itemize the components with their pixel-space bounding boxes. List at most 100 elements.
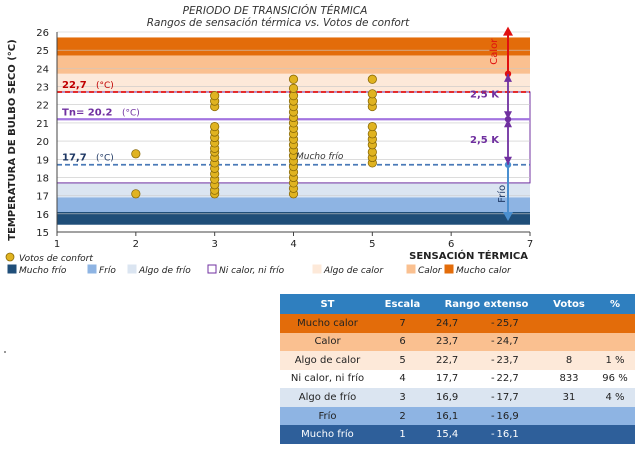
y-tick-label: 23: [36, 83, 49, 94]
ref-unit-0: (°C): [96, 81, 114, 91]
range-label-upper: 2,5 K: [470, 89, 500, 100]
cell-votos: [543, 333, 595, 352]
y-tick-label: 22: [36, 101, 49, 112]
y-tick-label: 16: [36, 210, 49, 221]
annotation-mucho-frio: Mucho frío: [296, 152, 344, 162]
x-tick-label: 5: [369, 239, 375, 250]
cell-escala: 2: [399, 410, 406, 422]
table-row: Algo de calor 5 22,7 -23,7 8 1 %: [280, 351, 635, 370]
table-row: Frío 2 16,1 -16,9: [280, 406, 635, 426]
vote-point: [367, 74, 377, 84]
range-head-up-0: [504, 73, 512, 82]
ref-unit-2: (°C): [96, 154, 114, 164]
legend: Votos de confort Mucho frío Frío Algo de fr…: [5, 252, 512, 276]
legend-swatch-4: [312, 264, 322, 274]
x-tick-label: 2: [133, 239, 139, 250]
y-axis-title: TEMPERATURA DE BULBO SECO (°C): [7, 39, 18, 240]
table-row: Mucho frío 1 15,4 -16,1: [280, 425, 635, 444]
legend-label-3: Ni calor, ni frío: [219, 266, 285, 276]
y-tick-label: 25: [36, 46, 49, 57]
cell-range-to: 17,7: [496, 392, 519, 404]
vote-point: [210, 121, 220, 132]
cell-range-dash: -: [490, 429, 495, 441]
cell-votos: 833: [559, 373, 579, 385]
legend-label-4: Algo de calor: [323, 266, 384, 276]
legend-label-2: Algo de frío: [138, 266, 191, 276]
ref-unit-1: (°C): [122, 108, 140, 118]
range-head-down-1: [504, 156, 512, 165]
cell-votos: 8: [565, 354, 573, 366]
x-tick-label: 6: [448, 239, 454, 250]
cell-range-from: 16,1: [436, 410, 459, 422]
header-rango: Rango extenso: [430, 294, 543, 314]
legend-vote-label: Votos de confort: [19, 254, 93, 264]
cell-range-to: 16,9: [496, 410, 519, 422]
calor-arrow-head: [503, 26, 513, 36]
x-tick-label: 1: [54, 239, 60, 250]
cell-pct: 1 %: [605, 354, 625, 366]
header-votos: Votos: [543, 294, 595, 314]
vote-point: [131, 189, 141, 199]
cell-range-to: 23,7: [496, 354, 519, 366]
vote-point: [210, 91, 220, 101]
y-tick-label: 19: [36, 155, 49, 166]
y-tick-label: 26: [36, 28, 49, 39]
header-escala: Escala: [375, 294, 430, 314]
cell-st: Frío: [318, 410, 337, 422]
y-tick-label: 21: [36, 119, 49, 130]
cell-st: Algo de calor: [294, 354, 361, 366]
band-6: [57, 212, 530, 225]
legend-swatch-5: [406, 264, 416, 274]
cell-votos: 31: [562, 392, 576, 404]
table-row: Calor 6 23,7 -24,7: [280, 332, 635, 352]
y-tick-label: 18: [36, 173, 49, 184]
cell-range-to: 16,1: [496, 429, 519, 441]
ref-label-0: 22,7: [62, 80, 87, 91]
cell-escala: 6: [399, 336, 406, 348]
cell-range-from: 22,7: [436, 354, 459, 366]
tn-dot: [504, 116, 512, 123]
vote-point: [288, 74, 299, 84]
band-0: [57, 37, 530, 56]
cell-pct: 4 %: [605, 392, 625, 404]
cell-range-from: 17,7: [436, 373, 459, 385]
legend-swatch-2: [127, 264, 137, 274]
band-1: [57, 55, 530, 74]
cell-st: Mucho frío: [301, 429, 354, 441]
vote-point: [288, 83, 299, 93]
chart-title: PERIODO DE TRANSICIÓN TÉRMICA: [183, 4, 368, 17]
x-tick-label: 3: [211, 239, 217, 250]
cell-escala: 1: [399, 429, 406, 441]
cell-range-dash: -: [490, 336, 495, 348]
x-axis-title: SENSACIÓN TÉRMICA: [409, 249, 528, 262]
thermal-chart: PERIODO DE TRANSICIÓN TÉRMICA Rangos de …: [5, 4, 533, 276]
table-row: Ni calor, ni frío 4 17,7 -22,7 833 96 %: [280, 369, 635, 389]
cell-escala: 7: [399, 317, 406, 329]
frio-arrow-label: Frío: [496, 185, 508, 203]
cell-pct: 96 %: [602, 373, 628, 385]
cell-range-to: 24,7: [496, 336, 519, 348]
header-pct: %: [595, 294, 635, 314]
cell-votos: [543, 314, 595, 333]
band-5: [57, 197, 530, 212]
legend-swatch-1: [87, 264, 97, 274]
cell-pct: [595, 425, 635, 444]
header-st: ST: [280, 294, 375, 314]
legend-swatch-6: [444, 264, 454, 274]
cell-range-dash: -: [490, 373, 495, 385]
cell-pct: [595, 407, 635, 426]
cell-st: Ni calor, ni frío: [290, 373, 365, 385]
comfort-votes-series: [131, 74, 377, 199]
y-tick-label: 20: [36, 137, 49, 148]
vote-point: [367, 121, 377, 132]
vote-point: [131, 149, 141, 159]
ref-label-1: Tn= 20.2: [62, 107, 113, 118]
vote-point: [367, 89, 377, 99]
range-arrows: Calor Frío 2,5 K 2,5 K: [470, 26, 513, 221]
cell-pct: [595, 314, 635, 333]
x-tick-label: 4: [290, 239, 296, 250]
range-label-lower: 2,5 K: [470, 135, 500, 146]
cell-votos: [543, 407, 595, 426]
legend-vote-marker: [5, 252, 15, 262]
